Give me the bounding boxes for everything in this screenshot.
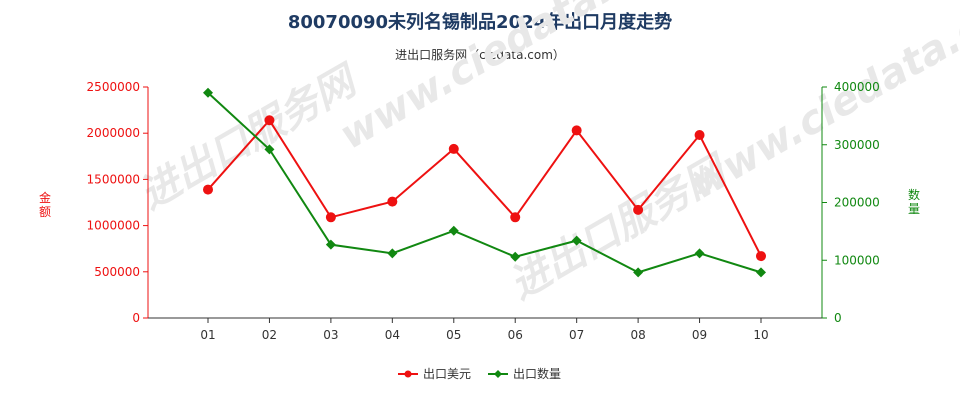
value-point (756, 251, 766, 262)
x-tick-label: 02 (262, 328, 277, 342)
x-tick-label: 05 (446, 328, 461, 342)
left-axis-label: 金额 (39, 190, 51, 219)
left-tick-label: 1500000 (87, 172, 140, 186)
series-line-quantity (207, 92, 762, 274)
series-line-value (207, 118, 762, 257)
x-tick-label: 09 (692, 328, 707, 342)
chart-title: 80070090未列名锡制品2024年出口月度走势 (287, 12, 673, 33)
left-axis-label-char: 金 (39, 190, 51, 205)
x-tick-label: 08 (630, 328, 645, 342)
value-point (448, 143, 459, 154)
legend-item-quantity: 出口数量 (488, 366, 561, 381)
right-axis-label: 数量 (908, 187, 920, 216)
quantity-point (203, 87, 213, 98)
value-point (203, 184, 213, 195)
right-tick-label: 400000 (834, 80, 880, 94)
value-point (387, 196, 398, 207)
right-axis-label-char: 量 (908, 202, 920, 216)
svg-text:进出口服务网: 进出口服务网 (132, 56, 368, 219)
quantity-point (448, 225, 459, 236)
value-point (571, 125, 582, 136)
svg-text:www.ciedata.com: www.ciedata.com (682, 0, 960, 209)
right-tick-label: 0 (834, 311, 842, 325)
left-tick-label: 500000 (94, 265, 140, 279)
legend-marker (494, 370, 502, 378)
value-point (510, 212, 521, 223)
value-point (633, 204, 644, 215)
right-tick-label: 100000 (834, 253, 880, 267)
quantity-point (633, 267, 644, 278)
value-point (264, 115, 275, 126)
value-point (694, 130, 705, 141)
quantity-point (756, 267, 766, 278)
x-tick-label: 06 (508, 328, 523, 342)
quantity-point (571, 235, 582, 246)
quantity-point (694, 248, 705, 259)
x-tick-label: 03 (323, 328, 338, 342)
legend-item-value: 出口美元 (398, 367, 471, 381)
x-tick-label: 01 (200, 328, 215, 342)
chart-subtitle: 进出口服务网（ciedata.com） (395, 48, 565, 62)
right-tick-label: 300000 (834, 138, 880, 152)
left-tick-label: 2500000 (87, 80, 140, 94)
right-axis-label-char: 数 (908, 187, 920, 202)
quantity-point (264, 144, 275, 155)
left-tick-label: 1000000 (87, 219, 140, 233)
legend-marker (404, 370, 412, 378)
legend-label: 出口美元 (423, 367, 471, 381)
quantity-point (387, 248, 398, 259)
x-tick-label: 07 (569, 328, 584, 342)
x-tick-label: 04 (385, 328, 400, 342)
svg-text:www.ciedata.com: www.ciedata.com (332, 0, 700, 159)
left-tick-label: 2000000 (87, 126, 140, 140)
quantity-point (325, 239, 336, 250)
value-point (325, 212, 336, 223)
right-tick-label: 200000 (834, 196, 880, 210)
quantity-point (510, 251, 521, 262)
left-axis-label-char: 额 (39, 205, 51, 219)
x-tick-label: 10 (753, 328, 768, 342)
legend-label: 出口数量 (513, 366, 561, 381)
left-tick-label: 0 (132, 311, 140, 325)
